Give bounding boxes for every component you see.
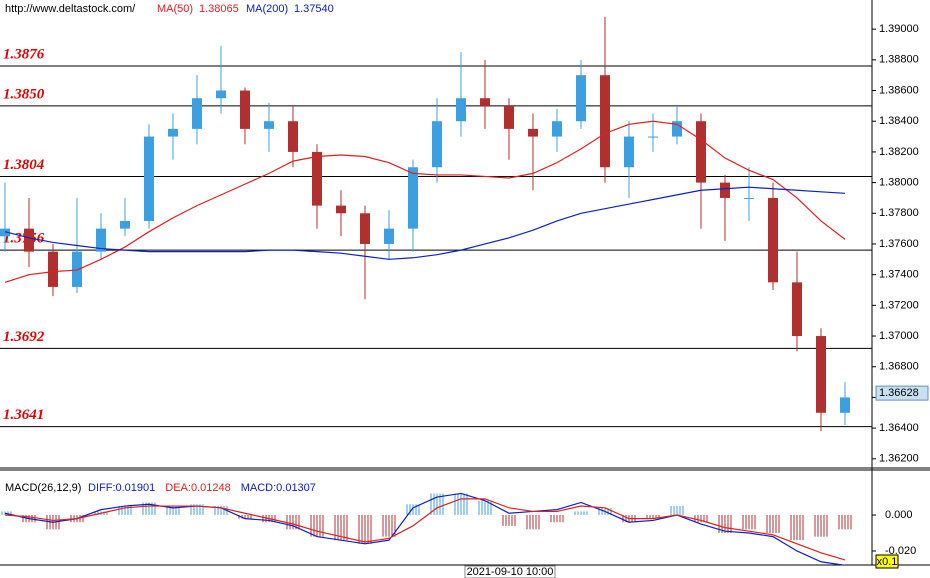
candle-body <box>384 228 394 244</box>
candle-body <box>240 90 250 129</box>
last-price-label: 1.36628 <box>879 387 919 399</box>
candle-body <box>504 105 514 129</box>
candle-body <box>792 282 802 337</box>
price-plot: 1.3876 1.3850 1.3804 1.3756 1.3692 1.3641 <box>0 16 872 432</box>
candle-body <box>216 90 226 99</box>
y-tick-label: 1.36400 <box>879 422 919 434</box>
level-label: 1.3850 <box>3 86 45 102</box>
last-price-box <box>875 385 929 401</box>
y-tick-label: 1.37800 <box>879 207 919 219</box>
scale-label: x0.1 <box>877 556 898 568</box>
candle-body <box>72 251 82 287</box>
candle-body <box>480 98 490 106</box>
level-label: 1.3692 <box>3 329 45 345</box>
legend-name: MA(50) <box>157 3 193 15</box>
y-tick-label: -0.020 <box>885 545 916 557</box>
macd-line <box>4 498 846 561</box>
level-label: 1.3876 <box>3 46 45 62</box>
legend-name: MA(200) <box>246 3 288 15</box>
ma-line <box>4 186 846 260</box>
level-label: 1.3756 <box>3 231 45 247</box>
y-tick-label: 1.36200 <box>879 453 919 465</box>
overlay: http://www.deltastock.com/ MA(50) 1.3806… <box>5 3 929 578</box>
y-tick-label: 0.000 <box>885 509 913 521</box>
candle-body <box>144 136 154 221</box>
candle-body <box>0 228 10 237</box>
y-tick-label: 1.37000 <box>879 330 919 342</box>
candle-body <box>648 136 658 138</box>
candle-body <box>96 228 106 252</box>
macd-stat: DEA:0.01248 <box>165 482 230 494</box>
candle-body <box>624 136 634 168</box>
y-tick-label: 1.36800 <box>879 361 919 373</box>
candle-body <box>312 151 322 206</box>
candle-body <box>24 228 34 252</box>
y-tick-label: 1.38200 <box>879 146 919 158</box>
y-tick-label: 1.38000 <box>879 177 919 189</box>
candle-body <box>288 121 298 152</box>
scale-box <box>875 554 899 569</box>
y-tick-label: 1.37400 <box>879 269 919 281</box>
macd-title: MACD(26,12,9) <box>5 482 81 494</box>
candle-body <box>264 121 274 129</box>
candle-body <box>768 197 778 283</box>
candle-body <box>408 167 418 229</box>
level-label: 1.3804 <box>3 157 45 173</box>
candle-body <box>744 197 754 199</box>
y-tick-label: 1.38600 <box>879 84 919 96</box>
candle-body <box>192 98 202 129</box>
ma-line <box>4 120 846 283</box>
y-tick-label: 1.37600 <box>879 238 919 250</box>
y-tick-label: 1.38400 <box>879 115 919 127</box>
macd-stat: MACD:0.01307 <box>241 482 316 494</box>
y-tick-label: 1.38800 <box>879 54 919 66</box>
level-label: 1.3641 <box>3 407 44 423</box>
candle-body <box>432 121 442 168</box>
candle-body <box>720 182 730 198</box>
legend-value: 1.37540 <box>294 3 334 15</box>
candle-body <box>672 121 682 137</box>
y-tick-label: 1.37200 <box>879 299 919 311</box>
source-url: http://www.deltastock.com/ <box>5 3 136 15</box>
cursor-label: 2021-09-10 10:00 <box>467 566 554 578</box>
candle-body <box>576 75 586 122</box>
candle-body <box>840 397 850 413</box>
candle-body <box>120 220 130 229</box>
candle-body <box>552 121 562 137</box>
candle-body <box>360 213 370 244</box>
candle-body <box>696 121 706 183</box>
legend-value: 1.38065 <box>199 3 239 15</box>
candle-body <box>48 251 58 287</box>
macd-plot <box>1 492 852 565</box>
candle-body <box>168 128 178 137</box>
candle-body <box>456 98 466 122</box>
cursor-box <box>464 565 556 578</box>
candle-body <box>528 128 538 137</box>
macd-stat: DIFF:0.01901 <box>88 482 155 494</box>
candle-body <box>600 75 610 168</box>
candle-body <box>336 205 346 214</box>
candle-body <box>816 336 826 413</box>
y-tick-label: 1.39000 <box>879 23 919 35</box>
macd-line <box>4 492 846 565</box>
